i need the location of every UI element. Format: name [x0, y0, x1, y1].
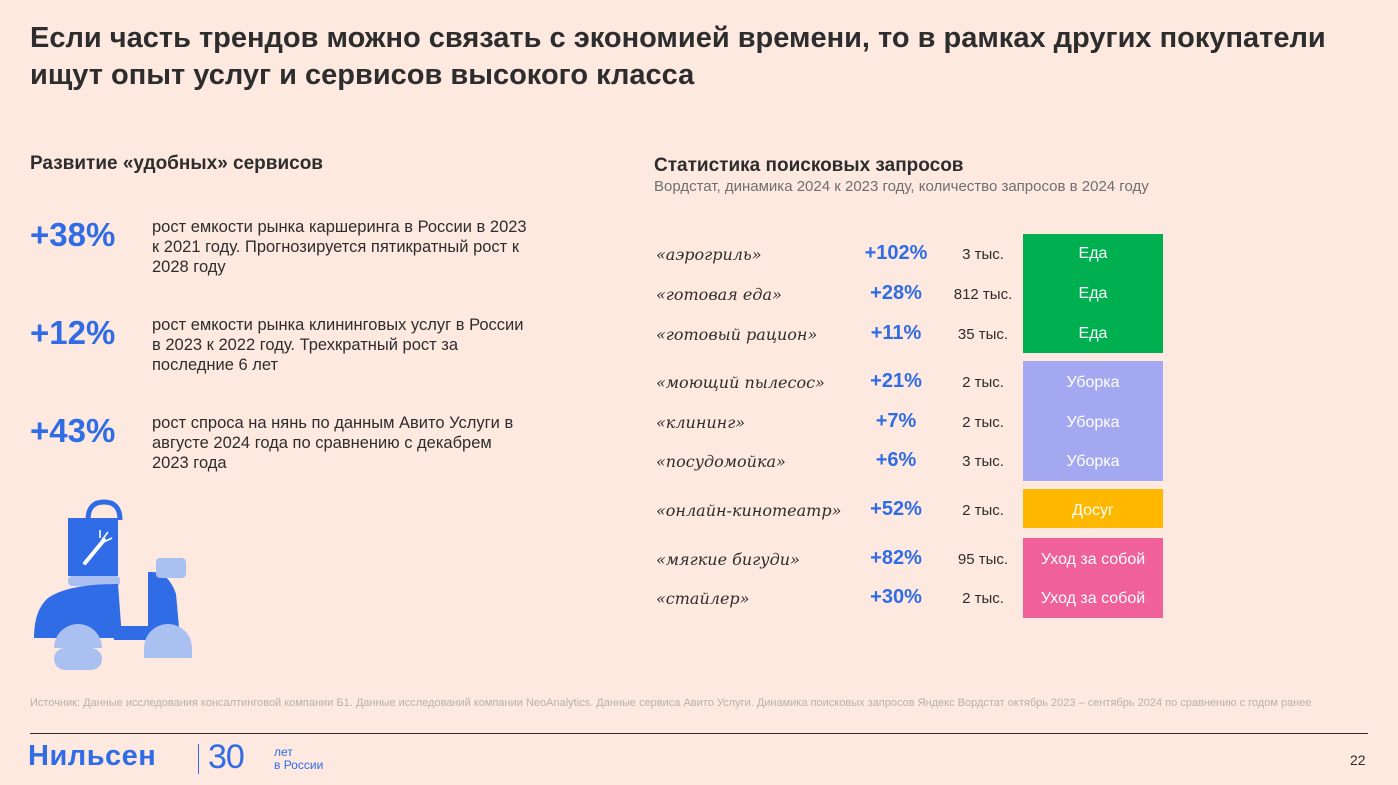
search-query: «мягкие бигуди»	[656, 550, 800, 569]
category-label: Уборка	[1066, 374, 1120, 391]
nielsen-logo: Нильсен	[28, 740, 157, 772]
category-label: Еда	[1078, 325, 1108, 342]
search-count: 3 тыс.	[962, 453, 1004, 470]
anniversary-number: 30	[208, 738, 245, 776]
page-number: 22	[1350, 752, 1366, 768]
search-growth: +11%	[870, 322, 922, 344]
search-row: «готовая еда» +28% 812 тыс.	[654, 274, 1174, 314]
search-row: «посудомойка» +6% 3 тыс.	[654, 441, 1174, 481]
search-count: 812 тыс.	[953, 286, 1013, 303]
search-growth: +21%	[870, 370, 922, 392]
page-title: Если часть трендов можно связать с эконо…	[30, 22, 1326, 91]
rear-wheel	[54, 624, 102, 648]
stat-description: рост емкости рынка клининговых услуг в Р…	[152, 316, 524, 374]
front-wheel-bottom	[144, 648, 192, 658]
search-growth: +52%	[870, 498, 922, 520]
search-row: «готовый рацион» +11% 35 тыс.	[654, 314, 1174, 354]
category-label: Уборка	[1066, 453, 1120, 470]
category-label: Досуг	[1072, 502, 1114, 519]
search-query: «готовая еда»	[656, 285, 782, 304]
scooter-body	[34, 584, 122, 638]
search-count: 95 тыс.	[957, 551, 1009, 568]
stat-percent: +43%	[30, 412, 116, 449]
category-label: Еда	[1078, 245, 1108, 262]
category-label: Уход за собой	[1040, 551, 1146, 568]
stat-percent: +12%	[30, 314, 116, 351]
category-block-food: Еда Еда Еда	[1023, 234, 1163, 353]
shopping-bag-icon	[68, 518, 118, 576]
category-block-cleaning: Уборка Уборка Уборка	[1023, 361, 1163, 481]
search-row: «онлайн-кинотеатр» +52% 2 тыс.	[654, 490, 1174, 530]
search-growth: +7%	[875, 410, 917, 432]
category-label: Уборка	[1066, 414, 1120, 431]
search-query: «моющий пылесос»	[656, 373, 825, 392]
search-count: 2 тыс.	[962, 590, 1004, 607]
search-query: «стайлер»	[656, 589, 750, 608]
right-section-heading: Статистика поисковых запросов	[654, 155, 964, 176]
stat-carsharing: +38% рост емкости рынка каршеринга в Рос…	[30, 215, 532, 277]
stat-cleaning: +12% рост емкости рынка клининговых услу…	[30, 313, 532, 375]
search-count: 35 тыс.	[957, 326, 1009, 343]
stat-description: рост спроса на нянь по данным Авито Услу…	[152, 414, 514, 472]
search-count: 3 тыс.	[962, 246, 1004, 263]
bag-handle	[85, 499, 123, 521]
search-query: «готовый рацион»	[656, 325, 818, 344]
right-section-subheading: Вордстат, динамика 2024 к 2023 году, кол…	[654, 178, 1149, 195]
anniversary-line-2: в России	[274, 758, 324, 772]
category-label: Еда	[1078, 285, 1108, 302]
category-block-selfcare: Уход за собой Уход за собой	[1023, 538, 1163, 618]
search-count: 2 тыс.	[962, 374, 1004, 391]
search-growth: +28%	[870, 282, 922, 304]
carrot-leaves	[99, 530, 113, 543]
search-count: 2 тыс.	[962, 414, 1004, 431]
search-count: 2 тыс.	[962, 502, 1004, 519]
anniversary-line-1: лет	[274, 745, 293, 759]
search-growth: +6%	[875, 449, 917, 471]
search-query: «онлайн-кинотеатр»	[656, 501, 842, 520]
search-row: «моющий пылесос» +21% 2 тыс.	[654, 362, 1174, 402]
search-growth: +102%	[864, 242, 928, 264]
left-section-heading: Развитие «удобных» сервисов	[30, 153, 323, 174]
front-wheel	[144, 624, 192, 648]
stat-nannies: +43% рост спроса на нянь по данным Авито…	[30, 411, 532, 473]
search-row: «мягкие бигуди» +82% 95 тыс.	[654, 539, 1174, 579]
carrot-icon	[83, 538, 106, 565]
rear-wheel-bottom	[54, 648, 102, 670]
search-growth: +30%	[870, 586, 922, 608]
logo-divider	[198, 744, 199, 774]
scooter-delivery-illustration	[34, 499, 192, 670]
source-note: Источник: Данные исследования консалтинг…	[30, 697, 1312, 709]
anniversary-text: лет в России	[274, 746, 323, 772]
search-query: «посудомойка»	[656, 452, 786, 471]
search-row: «стайлер» +30% 2 тыс.	[654, 578, 1174, 618]
scooter-handlebar	[156, 558, 186, 578]
search-growth: +82%	[870, 547, 922, 569]
stat-percent: +38%	[30, 216, 116, 253]
scooter-deck	[114, 626, 154, 640]
stat-description: рост емкости рынка каршеринга в России в…	[152, 218, 527, 276]
search-query: «клининг»	[656, 413, 746, 432]
scooter-front	[148, 571, 180, 638]
search-row: «клининг» +7% 2 тыс.	[654, 402, 1174, 442]
search-query: «аэрогриль»	[656, 245, 762, 264]
category-block-leisure: Досуг	[1023, 489, 1163, 528]
scooter-seat	[68, 576, 120, 586]
category-label: Уход за собой	[1040, 590, 1146, 607]
search-row: «аэрогриль» +102% 3 тыс.	[654, 234, 1174, 274]
footer-divider	[30, 733, 1368, 734]
